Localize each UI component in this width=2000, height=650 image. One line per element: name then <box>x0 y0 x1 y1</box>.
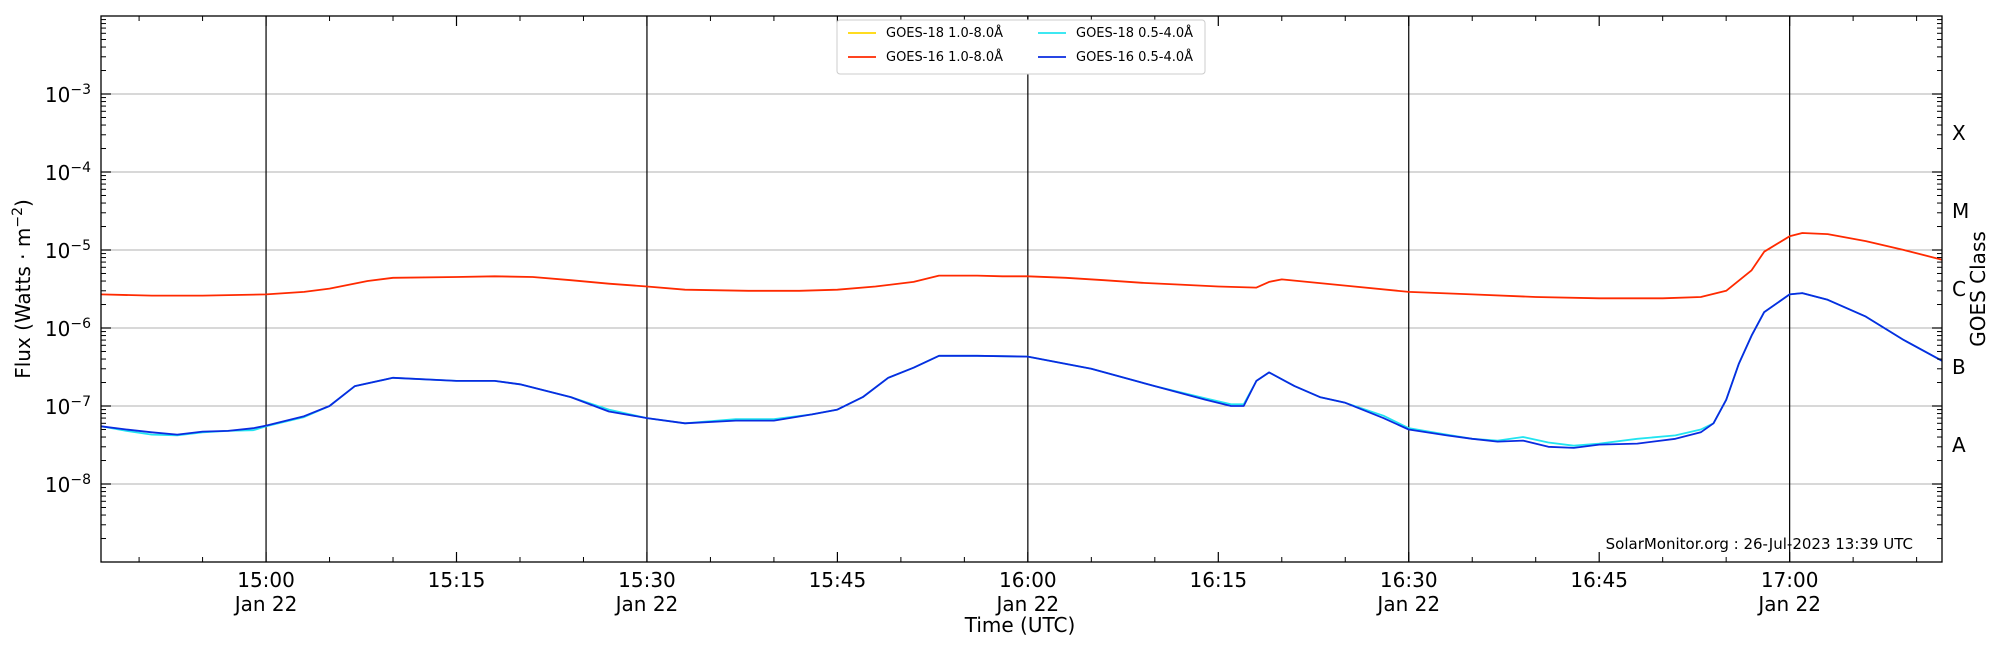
legend-label: GOES-18 1.0-8.0Å <box>886 25 1003 41</box>
x-tick-label-time: 15:15 <box>428 568 486 592</box>
x-tick-label-date: Jan 22 <box>233 592 298 616</box>
goes-class-label: A <box>1952 433 1966 457</box>
tick-layer <box>101 16 1942 562</box>
series-layer <box>100 232 1943 449</box>
vertical-marker-layer <box>265 16 1791 562</box>
x-tick-label-date: Jan 22 <box>995 592 1060 616</box>
y-axis-title-close: ) <box>11 199 35 207</box>
x-tick-label-date: Jan 22 <box>614 592 679 616</box>
x-tick-label-time: 15:30 <box>618 568 676 592</box>
goes-class-labels: A B C M X <box>1952 121 1969 457</box>
plot-frame <box>100 15 1943 563</box>
x-tick-label-time: 16:15 <box>1189 568 1247 592</box>
y-tick-label-exponent: −3 <box>70 82 91 98</box>
legend-box <box>836 19 1206 75</box>
y-tick-label-exponent: −4 <box>70 160 91 176</box>
y-axis-title-superscript: −2 <box>10 207 26 228</box>
y-tick-label-base: 10 <box>45 395 70 419</box>
y-tick-label-exponent: −7 <box>70 394 91 410</box>
x-tick-label-time: 15:45 <box>809 568 867 592</box>
y-axis-title-main: Flux (Watts · m <box>11 228 35 379</box>
x-tick-label-time: 16:00 <box>999 568 1057 592</box>
y-tick-label-exponent: −5 <box>70 238 91 254</box>
y-tick-label-exponent: −8 <box>70 472 91 488</box>
legend-label: GOES-16 0.5-4.0Å <box>1076 49 1193 65</box>
x-tick-label-date: Jan 22 <box>1756 592 1821 616</box>
y-tick-label: 10−5 <box>45 238 91 263</box>
y-tick-label: 10−3 <box>45 82 91 107</box>
y-tick-label: 10−6 <box>45 316 91 341</box>
y-tick-label-base: 10 <box>45 239 70 263</box>
series-line-1 <box>100 232 1943 300</box>
y-tick-label-base: 10 <box>45 83 70 107</box>
x-tick-label-time: 15:00 <box>237 568 295 592</box>
goes-class-label: B <box>1952 355 1966 379</box>
goes-class-label: X <box>1952 121 1966 145</box>
x-tick-label-time: 17:00 <box>1761 568 1819 592</box>
y-axis-title: Flux (Watts · m−2) <box>10 199 35 379</box>
legend-label: GOES-18 0.5-4.0Å <box>1076 25 1193 41</box>
x-tick-label-time: 16:30 <box>1380 568 1438 592</box>
source-annotation: SolarMonitor.org : 26-Jul-2023 13:39 UTC <box>1606 535 1913 553</box>
y-tick-label-base: 10 <box>45 161 70 185</box>
legend-label: GOES-16 1.0-8.0Å <box>886 49 1003 65</box>
y-tick-label: 10−7 <box>45 394 91 419</box>
grid-layer <box>101 93 1942 485</box>
y-tick-label: 10−4 <box>45 160 91 185</box>
y-tick-labels: 10−810−710−610−510−410−3 <box>45 82 91 497</box>
legend: GOES-18 1.0-8.0Å GOES-16 1.0-8.0Å GOES-18 … <box>836 19 1206 75</box>
y-tick-label-base: 10 <box>45 473 70 497</box>
x-axis-title: Time (UTC) <box>964 613 1076 637</box>
y-tick-label-exponent: −6 <box>70 316 91 332</box>
right-axis-title: GOES Class <box>1966 231 1990 347</box>
y-tick-label-base: 10 <box>45 317 70 341</box>
y-tick-label: 10−8 <box>45 472 91 497</box>
series-line-3 <box>100 292 1943 449</box>
goes-class-label: M <box>1952 199 1969 223</box>
x-tick-label-date: Jan 22 <box>1375 592 1440 616</box>
goes-class-label: C <box>1952 277 1966 301</box>
x-tick-label-time: 16:45 <box>1570 568 1628 592</box>
